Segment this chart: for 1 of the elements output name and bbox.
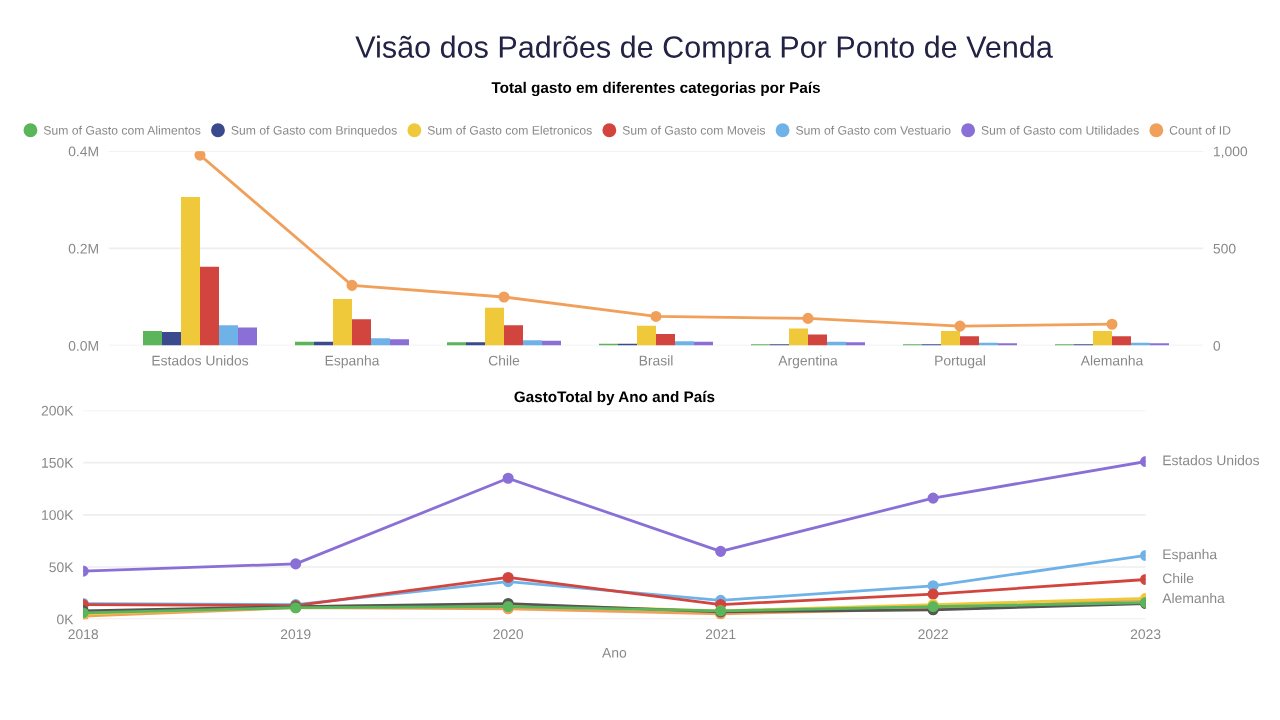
text: Visão dos Padrões de Compra Por Ponto de Venda: [355, 35, 1053, 64]
